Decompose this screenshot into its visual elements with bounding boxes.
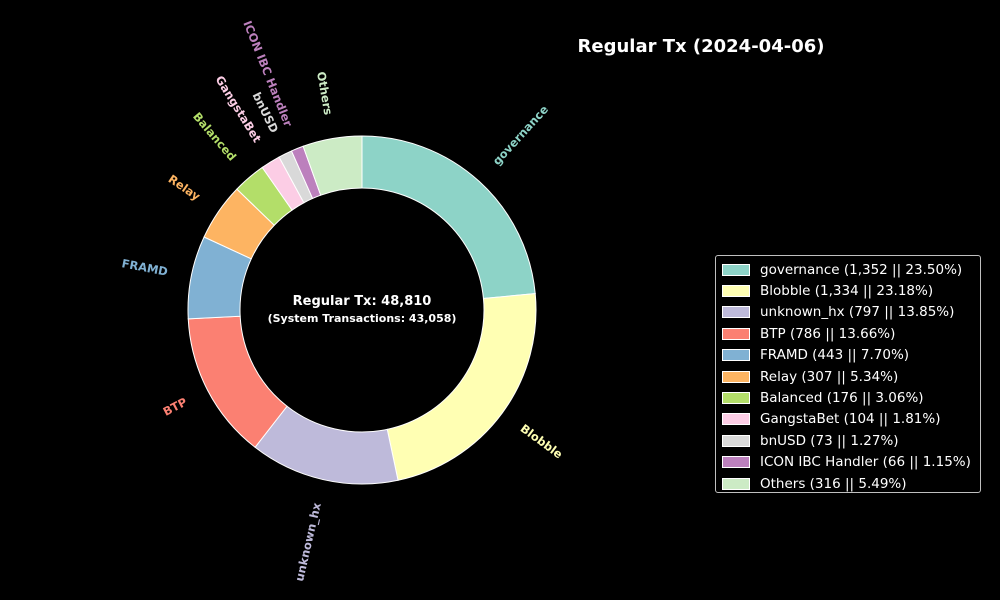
legend-item: ICON IBC Handler (66 || 1.15%) [722, 452, 974, 473]
legend-label: Others (316 || 5.49%) [760, 475, 907, 492]
legend-item: unknown_hx (797 || 13.85%) [722, 302, 974, 323]
legend-label: BTP (786 || 13.66%) [760, 325, 896, 342]
legend-item: bnUSD (73 || 1.27%) [722, 430, 974, 451]
legend-label: bnUSD (73 || 1.27%) [760, 432, 899, 449]
legend-label: governance (1,352 || 23.50%) [760, 261, 963, 278]
legend-label: ICON IBC Handler (66 || 1.15%) [760, 454, 971, 471]
legend-item: Balanced (176 || 3.06%) [722, 387, 974, 408]
slices-group [187, 135, 537, 485]
legend-swatch [722, 456, 750, 469]
legend-swatch [722, 477, 750, 490]
legend-label: Relay (307 || 5.34%) [760, 368, 899, 385]
legend-item: FRAMD (443 || 7.70%) [722, 345, 974, 366]
legend-swatch [722, 306, 750, 319]
legend-item: governance (1,352 || 23.50%) [722, 259, 974, 280]
slice-label-governance: governance [490, 102, 552, 168]
slice-label-blobble: Blobble [518, 421, 566, 461]
legend-swatch [722, 392, 750, 405]
legend-label: unknown_hx (797 || 13.85%) [760, 304, 955, 321]
center-total-text: Regular Tx: 48,810 [293, 294, 432, 309]
legend: governance (1,352 || 23.50%) Blobble (1,3… [715, 255, 981, 493]
legend-item: Blobble (1,334 || 23.18%) [722, 280, 974, 301]
center-subtext: (System Transactions: 43,058) [268, 312, 457, 325]
legend-item: GangstaBet (104 || 1.81%) [722, 409, 974, 430]
slice-label-others: Others [314, 71, 335, 117]
slice-label-btp: BTP [161, 395, 190, 419]
slice-label-balanced: Balanced [190, 109, 239, 163]
legend-swatch [722, 263, 750, 276]
legend-swatch [722, 370, 750, 383]
slice-label-unknown-hx: unknown_hx [292, 501, 325, 583]
legend-label: Balanced (176 || 3.06%) [760, 390, 924, 407]
legend-label: GangstaBet (104 || 1.81%) [760, 411, 941, 428]
slice-label-framd: FRAMD [121, 256, 169, 279]
legend-item: Relay (307 || 5.34%) [722, 366, 974, 387]
slice-label-relay: Relay [166, 172, 204, 204]
legend-label: Blobble (1,334 || 23.18%) [760, 283, 934, 300]
legend-swatch [722, 327, 750, 340]
legend-swatch [722, 349, 750, 362]
chart-title: Regular Tx (2024-04-06) [577, 36, 825, 57]
legend-swatch [722, 413, 750, 426]
legend-swatch [722, 285, 750, 298]
slice-governance [361, 135, 536, 300]
legend-label: FRAMD (443 || 7.70%) [760, 347, 910, 364]
legend-item: BTP (786 || 13.66%) [722, 323, 974, 344]
legend-swatch [722, 434, 750, 447]
slice-others [302, 135, 363, 196]
legend-item: Others (316 || 5.49%) [722, 473, 974, 494]
